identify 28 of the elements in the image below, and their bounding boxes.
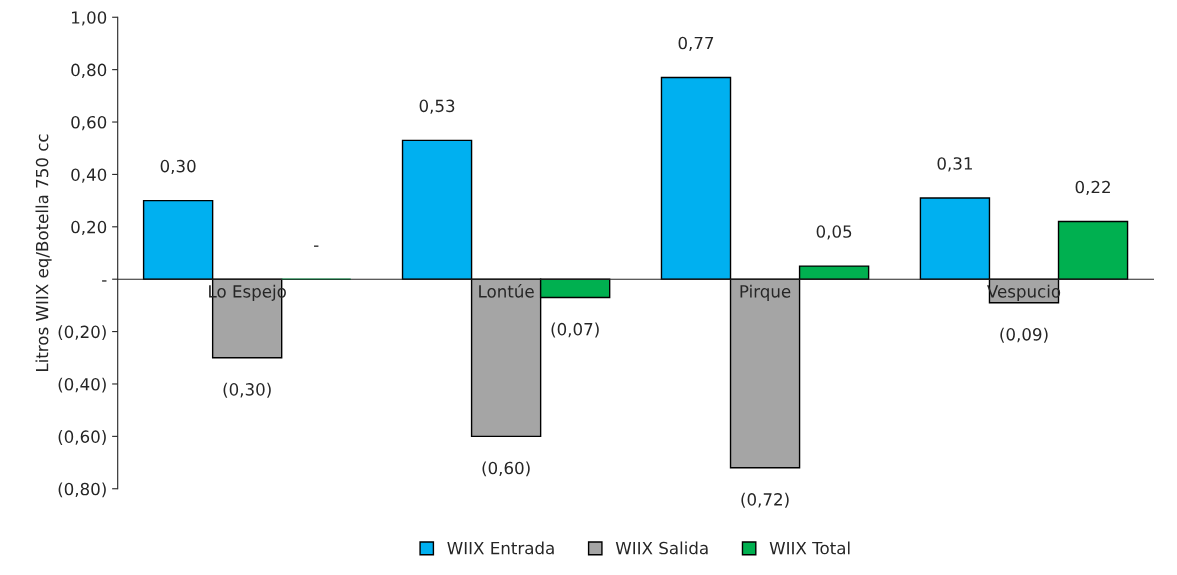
data-label: (0,30) xyxy=(223,382,271,398)
legend-label: WIIX Salida xyxy=(615,541,708,555)
y-tick-label: 1,00 xyxy=(72,11,107,26)
legend-label: WIIX Total xyxy=(769,541,850,555)
data-label: (0,60) xyxy=(482,461,530,477)
data-label: 0,53 xyxy=(419,99,455,114)
data-label: (0,72) xyxy=(741,492,789,508)
data-label: 0,22 xyxy=(1075,180,1110,196)
data-label: 0,30 xyxy=(160,159,196,175)
y-tick-label: 0,40 xyxy=(71,168,107,183)
legend-label: WIIX Entrada xyxy=(447,541,554,555)
y-tick-label: 0,20 xyxy=(71,220,107,236)
data-label: 0,31 xyxy=(937,157,972,172)
data-label: - xyxy=(314,245,319,247)
x-tick-label: Pirque xyxy=(740,284,791,301)
data-label: 0,77 xyxy=(678,36,714,51)
y-tick-label: (0,80) xyxy=(58,482,106,498)
y-tick-label: 0,60 xyxy=(71,115,107,131)
data-label: 0,05 xyxy=(816,225,852,240)
data-label: (0,07) xyxy=(551,322,599,338)
y-tick-label: - xyxy=(102,280,107,282)
y-axis-title: Litros WIIX eq/Botella 750 cc xyxy=(35,134,52,371)
y-tick-label: (0,60) xyxy=(58,430,106,445)
x-tick-label: Lontúe xyxy=(479,284,534,298)
y-tick-label: 0,80 xyxy=(71,63,107,78)
y-tick-label: (0,40) xyxy=(58,377,106,393)
data-label: (0,09) xyxy=(1000,327,1048,343)
y-tick-label: (0,20) xyxy=(58,325,106,341)
